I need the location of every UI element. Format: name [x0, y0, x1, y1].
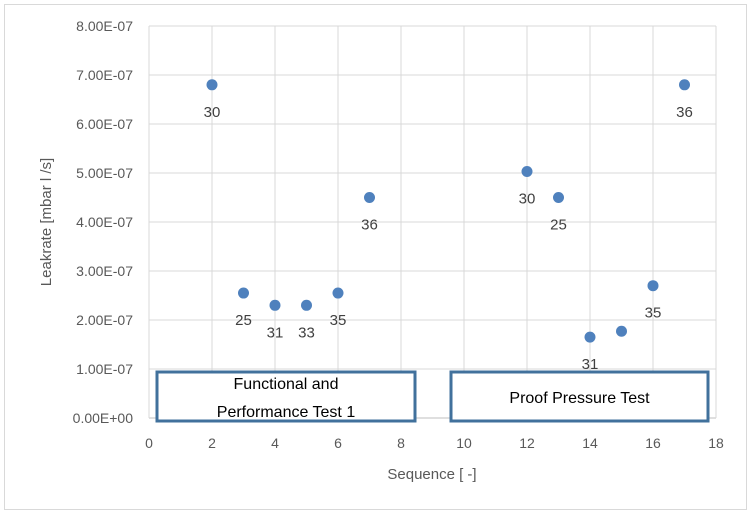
data-point [521, 166, 533, 178]
data-label: 36 [361, 217, 378, 234]
y-tick-label: 6.00E-07 [76, 116, 133, 132]
y-tick-label: 1.00E-07 [76, 361, 133, 377]
data-label: 36 [676, 104, 693, 121]
annotation-text: Proof Pressure Test [509, 390, 650, 407]
x-tick-label: 14 [582, 435, 598, 451]
x-axis-ticks: 0 2 4 6 8 10 12 14 16 18 [145, 435, 724, 451]
data-point [332, 287, 344, 299]
x-tick-label: 18 [708, 435, 724, 451]
x-tick-label: 2 [208, 435, 216, 451]
y-tick-label: 4.00E-07 [76, 214, 133, 230]
data-point [647, 280, 659, 292]
data-labels: 30 25 31 33 35 36 30 25 31 35 36 [204, 104, 693, 373]
y-tick-label: 7.00E-07 [76, 67, 133, 83]
y-tick-label: 0.00E+00 [73, 410, 134, 426]
data-point [269, 299, 281, 311]
data-point [679, 79, 690, 91]
annotation-boxes: Functional and Performance Test 1 Proof Pr… [155, 370, 710, 423]
data-label: 31 [582, 356, 599, 373]
y-axis-title: Leakrate [mbar l /s] [38, 158, 55, 286]
data-point [553, 192, 564, 203]
x-tick-label: 16 [645, 435, 661, 451]
y-tick-label: 2.00E-07 [76, 312, 133, 328]
chart-frame [4, 4, 747, 510]
data-label: 35 [645, 305, 662, 322]
data-point [206, 79, 218, 91]
data-label: 30 [204, 104, 221, 121]
data-label: 25 [235, 312, 252, 329]
x-tick-label: 4 [271, 435, 279, 451]
data-point [301, 299, 312, 311]
data-label: 31 [267, 324, 284, 341]
y-tick-label: 5.00E-07 [76, 165, 133, 181]
data-points [206, 79, 690, 343]
data-label: 33 [298, 324, 315, 341]
data-point [238, 287, 249, 299]
data-point [616, 325, 627, 337]
data-point [584, 331, 596, 343]
data-label: 30 [519, 191, 536, 208]
x-tick-label: 6 [334, 435, 342, 451]
data-point [364, 192, 375, 203]
annotation-text: Performance Test 1 [217, 404, 356, 421]
annotation-box [449, 370, 710, 423]
x-axis-title: Sequence [ -] [387, 466, 476, 483]
y-tick-label: 3.00E-07 [76, 263, 133, 279]
annotation-box [155, 370, 417, 423]
x-tick-label: 12 [519, 435, 535, 451]
gridlines [148, 25, 717, 419]
data-label: 25 [550, 217, 567, 234]
x-tick-label: 10 [456, 435, 472, 451]
y-axis-ticks: 0.00E+00 1.00E-07 2.00E-07 3.00E-07 4.00E-07… [73, 18, 134, 426]
x-tick-label: 0 [145, 435, 153, 451]
x-tick-label: 8 [397, 435, 405, 451]
annotation-text: Functional and [234, 376, 339, 393]
y-tick-label: 8.00E-07 [76, 18, 133, 34]
data-label: 35 [330, 312, 347, 329]
